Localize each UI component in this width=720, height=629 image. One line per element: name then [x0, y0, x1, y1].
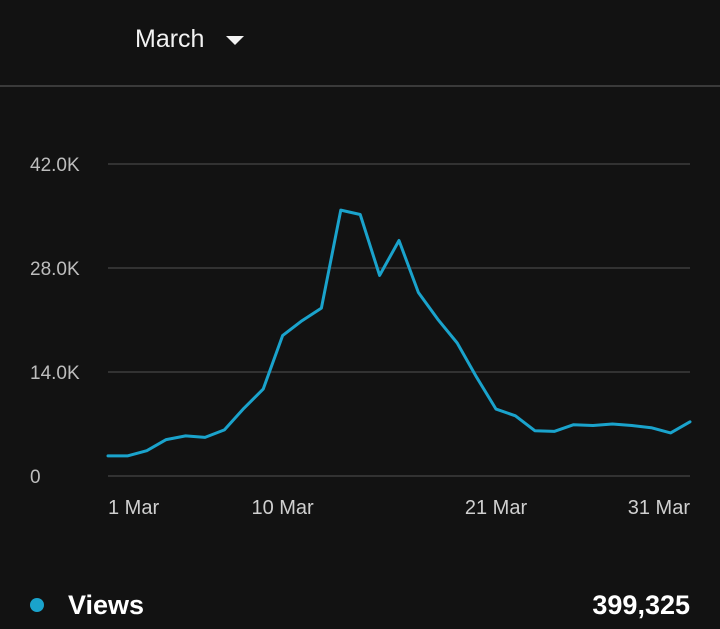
legend-series-name: Views: [68, 589, 145, 620]
series-line-views[interactable]: [106, 208, 692, 458]
series-color-dot: [30, 598, 44, 612]
y-tick-label-0: 0: [30, 467, 41, 488]
grid-lines: [108, 163, 690, 477]
header-divider: [0, 85, 720, 87]
x-tick-label-2: 21 Mar: [465, 497, 528, 519]
legend-views[interactable]: Views 399,325: [30, 585, 690, 625]
x-axis-ticks: 1 Mar 10 Mar 21 Mar 31 Mar: [108, 497, 690, 519]
period-label: March: [135, 24, 205, 53]
y-tick-label-1: 14.0K: [30, 363, 80, 384]
y-tick-label-2: 28.0K: [30, 259, 80, 280]
series-layer: [106, 208, 692, 458]
y-axis-ticks: 0 14.0K 28.0K 42.0K: [30, 155, 80, 488]
y-tick-label-3: 42.0K: [30, 155, 80, 176]
period-dropdown[interactable]: March: [135, 20, 245, 58]
x-tick-label-0: 1 Mar: [108, 497, 159, 519]
caret-down-icon: [226, 35, 245, 45]
views-total: 399,325: [592, 589, 690, 620]
views-line-chart: 0 14.0K 28.0K 42.0K 1 Mar 10 Mar 21 Mar 31 Mar: [30, 155, 692, 519]
x-tick-label-1: 10 Mar: [251, 497, 314, 519]
x-tick-label-3: 31 Mar: [628, 497, 691, 519]
